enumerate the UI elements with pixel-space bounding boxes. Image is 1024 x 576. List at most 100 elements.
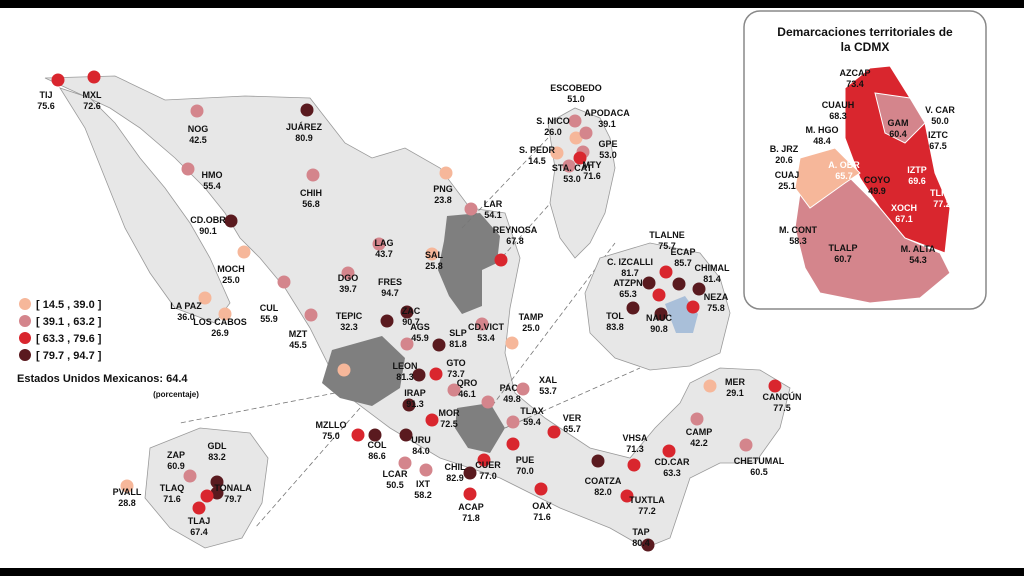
label-name-tlalne: TLALNE	[649, 230, 685, 240]
marker-dgo	[341, 266, 355, 280]
label-name-tlaj: TLAJ	[188, 516, 211, 526]
marker-cul	[277, 275, 291, 289]
cdmx-name-vcar: V. CAR	[925, 105, 955, 115]
marker-nauc	[654, 307, 668, 321]
label-name-png: PNG	[433, 184, 453, 194]
map-canvas: Demarcaciones territoriales de la CDMX […	[0, 8, 1024, 568]
label-name-chil: CHIL	[445, 462, 466, 472]
label-value-cancun: 77.5	[773, 403, 791, 413]
label-name-mzt: MZT	[289, 329, 308, 339]
marker-mer	[703, 379, 717, 393]
label-value-vhsa: 71.3	[626, 444, 644, 454]
marker-tamp	[505, 336, 519, 350]
cdmx-value-malta: 54.3	[909, 255, 927, 265]
label-value-cdvict: 53.4	[477, 333, 495, 343]
label-name-neza: NEZA	[704, 292, 729, 302]
marker-camp	[690, 412, 704, 426]
cdmx-title-line-1: Demarcaciones territoriales de	[777, 25, 953, 39]
legend-label-2: [ 39.1 , 63.2 ]	[36, 316, 102, 328]
marker-uru	[399, 428, 413, 442]
marker-chil	[463, 466, 477, 480]
label-name-vhsa: VHSA	[622, 433, 648, 443]
marker-leon	[412, 368, 426, 382]
marker-cdcar	[662, 444, 676, 458]
marker-pvall	[120, 479, 134, 493]
marker-mor	[425, 413, 439, 427]
label-value-mer: 29.1	[726, 388, 744, 398]
legend-swatch-4	[19, 349, 31, 361]
cdmx-name-cuaj: CUAJ	[775, 170, 800, 180]
marker-cuer	[477, 453, 491, 467]
cdmx-value-tlalp: 60.7	[834, 254, 852, 264]
label-name-atzpn: ATZPN	[613, 278, 642, 288]
label-value-tuxtla: 77.2	[638, 506, 656, 516]
label-value-slp: 81.8	[449, 339, 467, 349]
cdmx-title-line-2: la CDMX	[841, 40, 890, 54]
label-name-coatza: COATZA	[585, 476, 622, 486]
label-name-chimal: CHIMAL	[695, 263, 730, 273]
label-value-apodaca: 39.1	[598, 119, 616, 129]
marker-loscabos	[218, 307, 232, 321]
label-name-tuxtla: TUXTLA	[629, 495, 665, 505]
cdmx-name-iztc: IZTC	[928, 130, 948, 140]
cdmx-west	[794, 147, 861, 209]
marker-escobedo	[568, 114, 582, 128]
label-value-neza: 75.8	[707, 303, 725, 313]
legend-label-1: [ 14.5 , 39.0 ]	[36, 299, 102, 311]
marker-sal	[425, 247, 439, 261]
cdmx-name-cuauh: CUAUH	[822, 100, 855, 110]
label-value-mor: 72.5	[440, 419, 458, 429]
label-value-cul: 55.9	[260, 314, 278, 324]
label-name-lapaz: LA PAZ	[170, 301, 202, 311]
marker-fres	[380, 314, 394, 328]
marker-cdobr	[224, 214, 238, 228]
marker-hmo	[181, 162, 195, 176]
cdmx-name-tlalp: TLALP	[829, 243, 858, 253]
label-name-gpe: GPE	[598, 139, 617, 149]
label-name-mzllo: MZLLO	[316, 420, 347, 430]
marker-lapaz	[198, 291, 212, 305]
marker-cdvict	[475, 317, 489, 331]
label-name-cizcalli: C. IZCALLI	[607, 257, 653, 267]
marker-apodaca	[579, 126, 593, 140]
label-value-snico: 26.0	[544, 127, 562, 137]
label-value-xal: 53.7	[539, 386, 557, 396]
label-name-uru: URU	[411, 435, 431, 445]
marker-zap	[183, 469, 197, 483]
marker-mzt	[304, 308, 318, 322]
label-name-zac: ZAC	[402, 306, 421, 316]
marker-cancun	[768, 379, 782, 393]
label-value-mzt: 45.5	[289, 340, 307, 350]
marker-ags	[400, 337, 414, 351]
marker-reynosa	[494, 253, 508, 267]
label-value-nauc: 90.8	[650, 324, 668, 334]
label-value-tlax: 59.4	[523, 417, 541, 427]
label-name-camp: CAMP	[686, 427, 713, 437]
label-value-chil: 82.9	[446, 473, 464, 483]
label-name-reynosa: REYNOSA	[493, 225, 538, 235]
label-name-cul: CUL	[260, 303, 279, 313]
label-name-ver: VER	[563, 413, 582, 423]
label-value-nog: 42.5	[189, 135, 207, 145]
label-name-tlaq: TLAQ	[160, 483, 185, 493]
label-name-mer: MER	[725, 377, 746, 387]
marker-tuxtla	[620, 489, 634, 503]
label-name-mty: MTY	[583, 160, 602, 170]
label-name-ags: AGS	[410, 322, 430, 332]
label-name-ecap: ECAP	[670, 247, 695, 257]
label-value-stacat: 53.0	[563, 174, 581, 184]
label-value-lag: 43.7	[375, 249, 393, 259]
label-name-cdcar: CD.CAR	[655, 457, 690, 467]
cdmx-name-xoch: XOCH	[891, 203, 917, 213]
marker-juarez	[300, 103, 314, 117]
label-value-zac: 90.7	[402, 317, 420, 327]
cdmx-value-cuauh: 68.3	[829, 111, 847, 121]
label-name-ixt: IXT	[416, 479, 431, 489]
marker-pue	[506, 437, 520, 451]
label-value-mty: 71.6	[583, 171, 601, 181]
cdmx-value-bjrz: 20.6	[775, 155, 793, 165]
cdmx-value-iztp: 69.6	[908, 176, 926, 186]
label-name-leon: LEON	[392, 361, 417, 371]
cdmx-value-aobr: 65.7	[835, 171, 853, 181]
label-name-lag: LAG	[375, 238, 394, 248]
